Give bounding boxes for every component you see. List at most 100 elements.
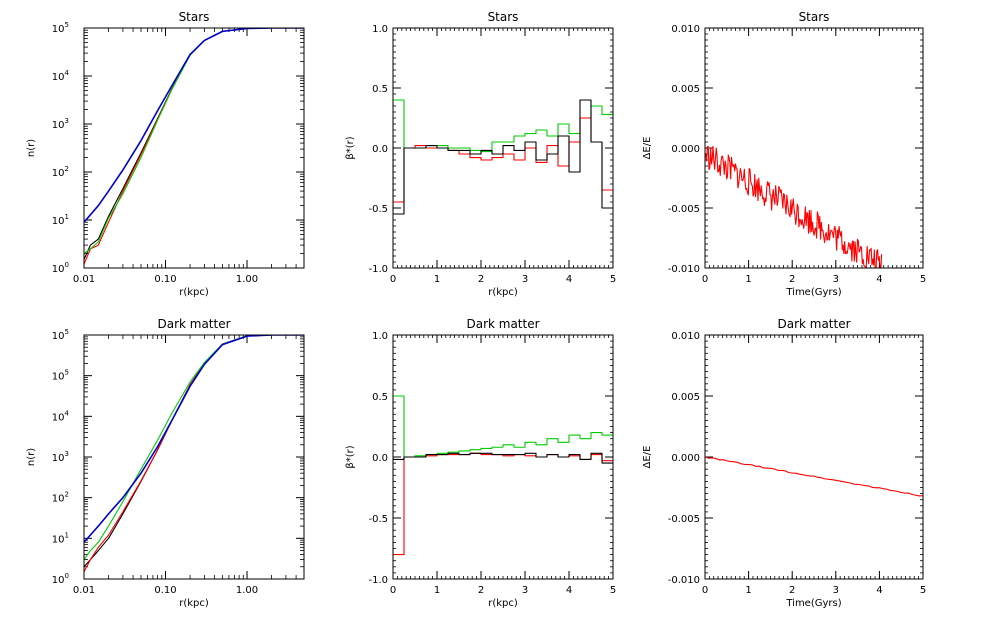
y-tick-label: -0.010: [668, 264, 700, 275]
x-axis-label: r(kpc): [488, 598, 518, 609]
y-tick-label: 0.000: [671, 453, 700, 464]
y-tick-label: -0.5: [368, 204, 388, 215]
plot-frame: [83, 334, 305, 580]
y-tick-label: 101: [52, 531, 69, 545]
panel-title: Dark matter: [777, 317, 850, 331]
y-tick-base: 10: [52, 24, 65, 35]
x-axis-label: r(kpc): [488, 287, 518, 298]
x-tick-label: 0.01: [73, 274, 95, 285]
series-line-red: [705, 145, 883, 268]
y-tick-label: 0.005: [671, 392, 700, 403]
y-tick-base: 10: [52, 412, 65, 423]
y-axis-label: β*(r): [345, 136, 356, 159]
y-tick-base: 10: [52, 494, 65, 505]
series-line-black: [393, 452, 613, 464]
x-tick-label: 0.10: [154, 585, 176, 596]
panel-stars-energy: Stars 0 1 2 3 4 5 -0.010 -0.005 0.000 0.005 0.010 Ti…: [642, 10, 926, 298]
x-tick-label: 3: [522, 585, 528, 596]
y-axis-label: ΔE/E: [642, 446, 653, 469]
major-ticks: [83, 334, 304, 580]
y-tick-exponent: 0: [65, 572, 69, 580]
y-axis-label: n(r): [26, 448, 37, 466]
series-line-red: [84, 28, 304, 265]
y-axis-label: n(r): [26, 139, 37, 157]
x-tick-label: 1.00: [236, 274, 258, 285]
plot-frame: [704, 334, 924, 580]
series-line-red: [393, 452, 613, 556]
y-tick-label: 102: [52, 491, 69, 505]
minor-ticks: [84, 335, 305, 579]
minor-ticks: [704, 27, 924, 269]
series-line-black: [393, 99, 613, 215]
x-axis-label: r(kpc): [179, 598, 209, 609]
y-tick-label: 1.0: [372, 331, 388, 342]
y-tick-base: 10: [52, 264, 65, 275]
panel-stars-beta: Stars 0 1 2 3 4 5 -1.0 -0.5 0.0 0.5 1.0 r(kpc) β*(r): [345, 10, 616, 298]
x-tick-label: 0.01: [73, 585, 95, 596]
panel-title: Dark matter: [157, 317, 230, 331]
x-axis-label: Time(Gyrs): [785, 598, 841, 609]
x-tick-label: 0: [390, 585, 396, 596]
x-tick-label: 5: [920, 585, 926, 596]
x-tick-label: 5: [610, 274, 616, 285]
y-tick-label: 102: [52, 165, 69, 179]
x-tick-label: 2: [789, 274, 795, 285]
y-tick-label: -0.010: [668, 575, 700, 586]
x-tick-label: 2: [478, 274, 484, 285]
y-tick-exponent: 0: [65, 261, 69, 269]
x-tick-label: 4: [566, 274, 572, 285]
y-tick-label: 100: [52, 261, 69, 275]
y-tick-base: 10: [52, 372, 65, 383]
series-group: [705, 145, 883, 268]
series-line-blue: [84, 335, 304, 543]
y-tick-label: 105: [52, 328, 69, 342]
x-tick-label: 1.00: [236, 585, 258, 596]
y-tick-base: 10: [52, 575, 65, 586]
x-tick-label: 4: [876, 274, 882, 285]
y-tick-base: 10: [52, 216, 65, 227]
y-tick-exponent: 5: [65, 328, 69, 336]
y-tick-base: 10: [52, 168, 65, 179]
series-line-green: [393, 395, 613, 458]
y-tick-label: 0.0: [372, 453, 388, 464]
y-tick-exponent: 2: [65, 165, 69, 173]
y-tick-label: 103: [52, 117, 69, 131]
y-tick-label: 105: [52, 369, 69, 383]
series-line-black: [84, 335, 304, 568]
y-axis-label: ΔE/E: [642, 137, 653, 160]
y-tick-label: -0.5: [368, 514, 388, 525]
x-tick-label: 0: [702, 274, 708, 285]
y-tick-base: 10: [52, 534, 65, 545]
x-tick-label: 1: [745, 274, 751, 285]
x-tick-label: 3: [522, 274, 528, 285]
x-axis-label: r(kpc): [179, 287, 209, 298]
y-tick-label: 103: [52, 450, 69, 464]
x-tick-label: 3: [833, 274, 839, 285]
x-tick-label: 0.10: [154, 274, 176, 285]
x-tick-label: 4: [876, 585, 882, 596]
plot-frame: [83, 27, 305, 269]
series-group: [393, 99, 613, 215]
x-tick-label: 0: [702, 585, 708, 596]
panel-dm-beta: Dark matter 0 1 2 3 4 5 -1.0 -0.5 0.0 0.5 1.0 r(kpc)…: [345, 317, 616, 609]
y-tick-label: 0.0: [372, 144, 388, 155]
x-tick-label: 1: [434, 585, 440, 596]
y-tick-exponent: 1: [65, 213, 69, 221]
y-tick-label: 101: [52, 213, 69, 227]
y-tick-label: 100: [52, 572, 69, 586]
series-line-green: [84, 335, 304, 560]
x-tick-label: 2: [478, 585, 484, 596]
y-tick-exponent: 3: [65, 117, 69, 125]
plot-frame: [392, 27, 614, 269]
major-ticks: [704, 334, 924, 580]
major-ticks: [704, 27, 924, 269]
y-tick-base: 10: [52, 120, 65, 131]
x-tick-label: 2: [789, 585, 795, 596]
x-tick-label: 5: [920, 274, 926, 285]
y-tick-label: -0.005: [668, 514, 700, 525]
x-tick-label: 4: [566, 585, 572, 596]
y-tick-label: 0.5: [372, 84, 388, 95]
panel-title: Stars: [799, 10, 830, 24]
series-line-green: [84, 28, 304, 254]
